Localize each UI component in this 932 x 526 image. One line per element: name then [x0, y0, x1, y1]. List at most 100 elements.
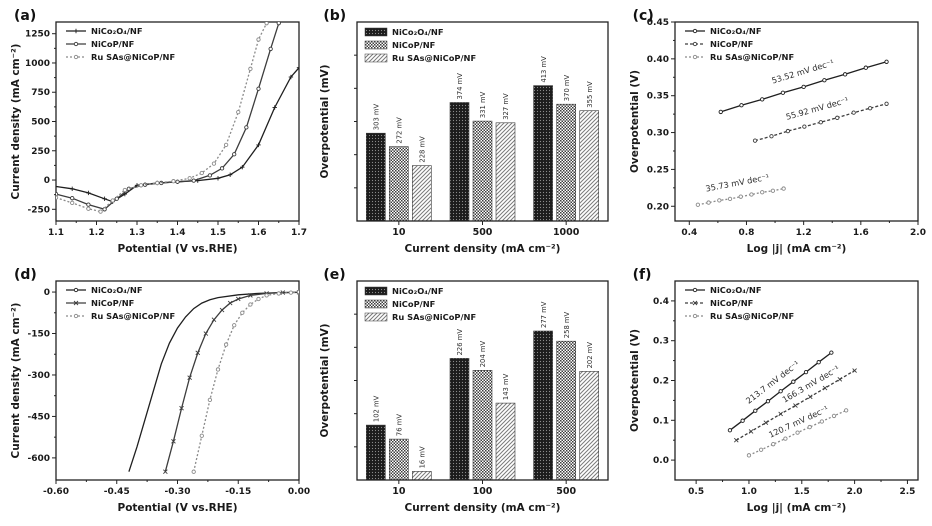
panel-label-e: (e)	[323, 267, 346, 283]
svg-text:0: 0	[44, 176, 50, 186]
svg-text:1.3: 1.3	[129, 228, 145, 238]
svg-text:250: 250	[31, 147, 50, 157]
chart-b-canvas: 303 mV 272 mV 228 mV 10 374 mV 331 mV 327 mV 50…	[319, 21, 609, 255]
svg-text:228 mV: 228 mV	[419, 136, 427, 163]
svg-text:Overpotential (V): Overpotential (V)	[629, 70, 641, 173]
svg-text:10: 10	[393, 486, 407, 497]
svg-text:0.4: 0.4	[653, 297, 669, 307]
svg-text:NiCoP/NF: NiCoP/NF	[710, 39, 753, 49]
svg-text:2.5: 2.5	[899, 487, 915, 497]
svg-text:303 mV: 303 mV	[373, 103, 381, 130]
svg-text:374 mV: 374 mV	[456, 73, 464, 100]
panel-label-b: (b)	[323, 8, 347, 24]
svg-text:0.40: 0.40	[646, 55, 668, 65]
panel-label-c: (c)	[632, 8, 654, 24]
svg-text:1.0: 1.0	[741, 487, 757, 497]
svg-text:Ru SAs@NiCoP/NF: Ru SAs@NiCoP/NF	[91, 52, 175, 62]
svg-text:1.1: 1.1	[48, 228, 64, 238]
panel-b: (b) 303 mV 272 mV 228 mV 10 374 mV 331 mV 327 …	[311, 4, 620, 263]
chart-a-canvas: 1.1 1.2 1.3 1.4 1.5 1.6 1.7 -250 0 250 500 750 1000 1…	[10, 21, 307, 255]
svg-text:1.2: 1.2	[89, 228, 105, 238]
svg-text:NiCoP/NF: NiCoP/NF	[91, 298, 134, 308]
svg-text:1.6: 1.6	[251, 228, 267, 238]
panel-e: (e) 102 mV 76 mV 16 mV 10 226 mV 204 mV 143 mV…	[311, 263, 620, 522]
svg-text:-0.30: -0.30	[165, 487, 191, 497]
svg-text:413 mV: 413 mV	[540, 56, 548, 83]
svg-text:0.1: 0.1	[653, 416, 669, 426]
svg-text:1000: 1000	[25, 59, 50, 69]
svg-text:-250: -250	[27, 205, 50, 215]
panel-label-a: (a)	[14, 8, 37, 24]
svg-text:0.20: 0.20	[646, 202, 668, 212]
svg-text:10: 10	[393, 227, 407, 238]
svg-text:Overpotential (V): Overpotential (V)	[629, 329, 641, 432]
svg-text:370 mV: 370 mV	[563, 74, 571, 101]
svg-text:0.35: 0.35	[646, 92, 668, 102]
svg-text:0.5: 0.5	[688, 487, 704, 497]
svg-text:1000: 1000	[553, 227, 580, 238]
svg-text:204 mV: 204 mV	[479, 341, 487, 368]
svg-text:Log |j| (mA cm⁻²): Log |j| (mA cm⁻²)	[746, 502, 846, 514]
svg-text:-300: -300	[27, 371, 50, 381]
svg-text:Ru SAs@NiCoP/NF: Ru SAs@NiCoP/NF	[392, 53, 476, 63]
svg-text:2.0: 2.0	[846, 487, 862, 497]
svg-text:0.25: 0.25	[646, 165, 668, 175]
svg-text:NiCoP/NF: NiCoP/NF	[392, 299, 435, 309]
svg-text:258 mV: 258 mV	[563, 311, 571, 338]
svg-text:1.5: 1.5	[793, 487, 809, 497]
svg-text:16 mV: 16 mV	[419, 446, 427, 468]
svg-text:750: 750	[31, 88, 50, 98]
chart-e-canvas: 102 mV 76 mV 16 mV 10 226 mV 204 mV 143 mV 100 2…	[319, 280, 609, 514]
svg-text:NiCoP/NF: NiCoP/NF	[710, 298, 753, 308]
svg-text:NiCo₂O₄/NF: NiCo₂O₄/NF	[392, 27, 444, 37]
svg-text:355 mV: 355 mV	[586, 81, 594, 108]
svg-text:0: 0	[44, 288, 50, 298]
svg-text:76 mV: 76 mV	[396, 414, 404, 436]
svg-text:1.2: 1.2	[795, 228, 811, 238]
svg-text:0.0: 0.0	[653, 456, 669, 466]
svg-text:Ru SAs@NiCoP/NF: Ru SAs@NiCoP/NF	[91, 311, 175, 321]
chart-c-canvas: 0.4 0.8 1.2 1.6 2.0 0.20 0.25 0.30 0.35 0.40 0.45 L…	[629, 18, 926, 255]
svg-text:NiCo₂O₄/NF: NiCo₂O₄/NF	[91, 285, 143, 295]
svg-text:331 mV: 331 mV	[479, 91, 487, 118]
svg-text:1.5: 1.5	[210, 228, 226, 238]
svg-text:-150: -150	[27, 330, 50, 340]
svg-text:Overpotential (mV): Overpotential (mV)	[319, 64, 331, 178]
svg-text:35.73 mV dec⁻¹: 35.73 mV dec⁻¹	[704, 172, 769, 194]
svg-text:0.3: 0.3	[653, 337, 669, 347]
svg-text:Ru SAs@NiCoP/NF: Ru SAs@NiCoP/NF	[392, 312, 476, 322]
svg-text:102 mV: 102 mV	[373, 395, 381, 422]
svg-text:-0.15: -0.15	[225, 487, 251, 497]
svg-text:Overpotential (mV): Overpotential (mV)	[319, 323, 331, 437]
panel-label-d: (d)	[14, 267, 37, 283]
svg-text:100: 100	[473, 486, 493, 497]
svg-text:Potential (V vs.RHE): Potential (V vs.RHE)	[118, 502, 238, 514]
svg-text:2.0: 2.0	[910, 228, 926, 238]
svg-text:Current density (mA cm⁻²): Current density (mA cm⁻²)	[405, 243, 561, 255]
svg-text:1.7: 1.7	[291, 228, 307, 238]
svg-text:0.00: 0.00	[288, 487, 310, 497]
svg-text:500: 500	[557, 486, 577, 497]
svg-text:NiCo₂O₄/NF: NiCo₂O₄/NF	[392, 286, 444, 296]
panel-a: (a) 1.1 1.2 1.3 1.4 1.5 1.6 1.7 -250 0 250 500 750 1…	[2, 4, 311, 263]
chart-d-canvas: -0.60 -0.45 -0.30 -0.15 0.00 0 -150 -300 -450 -60…	[10, 280, 310, 514]
svg-text:Ru SAs@NiCoP/NF: Ru SAs@NiCoP/NF	[710, 52, 794, 62]
svg-text:NiCoP/NF: NiCoP/NF	[392, 40, 435, 50]
svg-text:Log |j| (mA cm⁻²): Log |j| (mA cm⁻²)	[746, 243, 846, 255]
panel-label-f: (f)	[632, 267, 652, 283]
svg-text:Current density (mA cm⁻²): Current density (mA cm⁻²)	[10, 303, 22, 459]
svg-text:1.4: 1.4	[170, 228, 186, 238]
svg-text:226 mV: 226 mV	[456, 329, 464, 356]
chart-f-canvas: 0.5 1.0 1.5 2.0 2.5 0.0 0.1 0.2 0.3 0.4 Log |j| (m…	[629, 280, 919, 514]
svg-text:1250: 1250	[25, 30, 50, 40]
svg-text:277 mV: 277 mV	[540, 301, 548, 328]
svg-text:143 mV: 143 mV	[502, 373, 510, 400]
svg-text:1.6: 1.6	[853, 228, 869, 238]
svg-text:NiCo₂O₄/NF: NiCo₂O₄/NF	[710, 285, 762, 295]
svg-text:0.2: 0.2	[653, 377, 669, 387]
svg-text:-0.45: -0.45	[104, 487, 130, 497]
svg-text:-0.60: -0.60	[43, 487, 69, 497]
svg-text:Current density (mA cm⁻²): Current density (mA cm⁻²)	[10, 44, 22, 200]
svg-text:Ru SAs@NiCoP/NF: Ru SAs@NiCoP/NF	[710, 311, 794, 321]
